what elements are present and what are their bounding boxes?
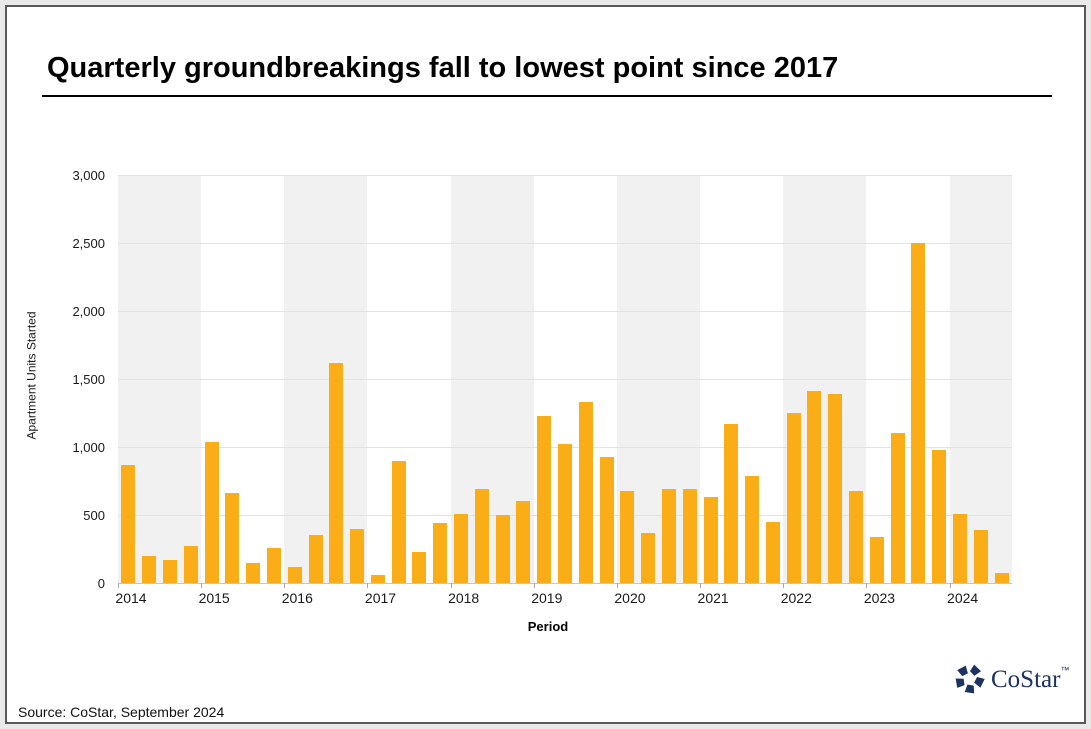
- bar-2015-q3: [246, 562, 261, 583]
- bar-2015-q1: [204, 441, 219, 583]
- bar-2019-q4: [599, 456, 614, 583]
- bar-2016-q1: [287, 566, 302, 583]
- bar-2022-q3: [828, 393, 843, 583]
- bar-2014-q1: [121, 464, 136, 583]
- bar-2014-q2: [142, 555, 157, 583]
- x-tick-2014: [118, 583, 119, 588]
- bar-2021-q3: [745, 475, 760, 583]
- bar-2020-q1: [620, 490, 635, 583]
- bar-2018-q2: [474, 489, 489, 583]
- bar-2018-q1: [454, 513, 469, 583]
- x-tick-2022: [783, 583, 785, 588]
- x-tick-2017: [367, 583, 369, 588]
- x-tick-label-2024: 2024: [947, 590, 979, 606]
- bar-2022-q1: [786, 413, 801, 583]
- y-tick-label-0: 0: [97, 576, 105, 591]
- y-tick-label-2000: 2,000: [72, 304, 105, 319]
- x-tick-label-2022: 2022: [780, 590, 812, 606]
- bar-2020-q3: [661, 489, 676, 583]
- gridline-2500: [118, 243, 1012, 244]
- costar-pinwheel-icon: [955, 664, 985, 694]
- bar-2017-q2: [391, 460, 406, 583]
- title-underline: Quarterly groundbreakings fall to lowest…: [42, 52, 1052, 97]
- bar-2024-q2: [973, 529, 988, 583]
- bar-2023-q4: [932, 449, 947, 583]
- x-tick-label-2015: 2015: [198, 590, 230, 606]
- y-tick-label-1000: 1,000: [72, 440, 105, 455]
- bar-2022-q2: [807, 391, 822, 583]
- trademark-symbol: ™: [1060, 664, 1070, 675]
- x-tick-label-2014: 2014: [115, 590, 147, 606]
- bar-2016-q4: [350, 528, 365, 583]
- bar-2018-q3: [495, 515, 510, 583]
- bar-2016-q3: [329, 362, 344, 583]
- bar-2015-q2: [225, 493, 240, 583]
- source-note: Source: CoStar, September 2024: [18, 704, 225, 720]
- plot-area: [118, 175, 1012, 584]
- bar-2023-q3: [911, 243, 926, 583]
- x-tick-2016: [284, 583, 286, 588]
- bar-2023-q1: [869, 536, 884, 583]
- x-tick-label-2016: 2016: [281, 590, 313, 606]
- bar-2024-q3: [994, 573, 1009, 583]
- x-tick-2018: [450, 583, 452, 588]
- bar-2014-q3: [162, 559, 177, 583]
- bar-2017-q4: [433, 523, 448, 583]
- bar-2018-q4: [516, 501, 531, 583]
- bar-2019-q3: [578, 402, 593, 583]
- x-tick-2023: [866, 583, 868, 588]
- x-tick-2020: [616, 583, 618, 588]
- bar-2019-q2: [558, 444, 572, 583]
- chart-content: Quarterly groundbreakings fall to lowest…: [7, 7, 1084, 722]
- chart-frame: Quarterly groundbreakings fall to lowest…: [5, 5, 1086, 724]
- x-tick-label-2017: 2017: [364, 590, 397, 606]
- bar-2020-q4: [682, 489, 697, 583]
- y-tick-label-1500: 1,500: [72, 372, 105, 387]
- y-tick-label-500: 500: [83, 508, 105, 523]
- costar-wordmark: CoStar™: [991, 664, 1070, 693]
- costar-logo: CoStar™: [953, 661, 1069, 697]
- bar-2017-q1: [370, 574, 385, 583]
- x-axis-baseline: [118, 583, 1012, 584]
- x-tick-label-2023: 2023: [863, 590, 896, 606]
- x-tick-label-2021: 2021: [697, 590, 729, 606]
- chart-title: Quarterly groundbreakings fall to lowest…: [47, 52, 839, 84]
- bar-2019-q1: [537, 415, 552, 583]
- bar-2021-q1: [703, 497, 718, 583]
- bar-2020-q2: [641, 532, 656, 583]
- gridline-3000: [118, 175, 1012, 176]
- bar-2015-q4: [266, 547, 281, 583]
- bar-2022-q4: [849, 490, 864, 583]
- bar-2021-q2: [724, 423, 739, 583]
- y-tick-label-2500: 2,500: [72, 236, 105, 251]
- gridline-2000: [118, 311, 1012, 312]
- x-tick-label-2019: 2019: [531, 590, 563, 606]
- x-tick-2024: [949, 583, 951, 588]
- bar-2014-q4: [183, 546, 198, 583]
- x-tick-2019: [533, 583, 535, 588]
- bar-2016-q2: [308, 535, 323, 583]
- x-axis-label: Period: [527, 619, 569, 634]
- x-tick-2015: [201, 583, 203, 588]
- y-tick-label-3000: 3,000: [72, 168, 105, 183]
- bar-2021-q4: [765, 521, 780, 583]
- bar-2017-q3: [412, 551, 427, 583]
- x-tick-label-2018: 2018: [448, 590, 480, 606]
- gridline-1500: [118, 379, 1012, 380]
- x-tick-2021: [700, 583, 702, 588]
- bar-2024-q1: [953, 513, 968, 583]
- x-tick-label-2020: 2020: [614, 590, 646, 606]
- bar-2023-q2: [890, 433, 905, 583]
